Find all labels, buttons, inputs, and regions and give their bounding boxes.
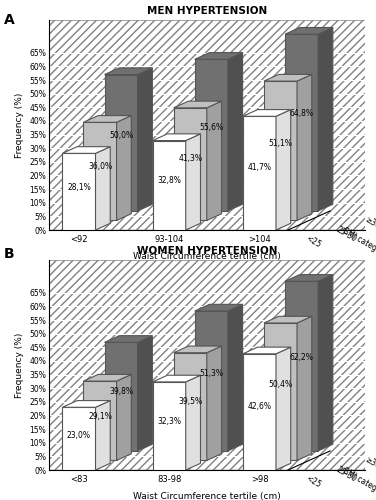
Text: 50,4%: 50,4% — [268, 380, 293, 390]
Polygon shape — [174, 101, 221, 108]
Polygon shape — [318, 274, 333, 451]
X-axis label: Waist Circumference tertile (cm): Waist Circumference tertile (cm) — [133, 252, 280, 261]
Polygon shape — [297, 316, 312, 460]
Polygon shape — [195, 311, 228, 451]
Polygon shape — [117, 116, 131, 220]
Text: BMI category (kg/m²): BMI category (kg/m²) — [341, 226, 376, 274]
Polygon shape — [207, 346, 221, 461]
Text: 25-30: 25-30 — [334, 224, 358, 244]
Text: 39,5%: 39,5% — [178, 396, 202, 406]
Text: <25: <25 — [305, 234, 323, 250]
Polygon shape — [62, 146, 110, 154]
Polygon shape — [62, 400, 110, 407]
Polygon shape — [174, 346, 221, 352]
Text: 64,8%: 64,8% — [290, 109, 314, 118]
Polygon shape — [153, 140, 186, 230]
Text: 62,2%: 62,2% — [290, 353, 314, 362]
Polygon shape — [285, 274, 333, 281]
Polygon shape — [186, 134, 200, 230]
Polygon shape — [195, 52, 243, 60]
Polygon shape — [228, 52, 243, 211]
Y-axis label: Frequency (%): Frequency (%) — [15, 92, 24, 158]
Polygon shape — [285, 28, 333, 34]
Text: B: B — [4, 248, 14, 262]
Polygon shape — [195, 60, 228, 211]
Text: A: A — [4, 12, 15, 26]
Polygon shape — [138, 336, 152, 451]
Polygon shape — [243, 110, 291, 116]
Text: <25: <25 — [305, 474, 323, 490]
Polygon shape — [153, 382, 186, 470]
Polygon shape — [138, 68, 152, 211]
Text: 32,3%: 32,3% — [157, 417, 181, 426]
Polygon shape — [153, 134, 200, 140]
Polygon shape — [83, 116, 131, 122]
Text: ≥30: ≥30 — [364, 215, 376, 231]
Text: ≥30: ≥30 — [364, 455, 376, 471]
Polygon shape — [243, 347, 291, 354]
Polygon shape — [228, 304, 243, 451]
Text: 51,1%: 51,1% — [268, 140, 293, 148]
Text: 55,6%: 55,6% — [199, 123, 223, 132]
Y-axis label: Frequency (%): Frequency (%) — [15, 332, 24, 398]
Text: 41,7%: 41,7% — [247, 163, 271, 172]
Text: 39,8%: 39,8% — [109, 386, 133, 396]
Title: WOMEN HYPERTENSION: WOMEN HYPERTENSION — [136, 246, 277, 256]
Title: MEN HYPERTENSION: MEN HYPERTENSION — [147, 6, 267, 16]
Text: 25-30: 25-30 — [334, 464, 358, 483]
Polygon shape — [285, 34, 318, 211]
Polygon shape — [96, 146, 110, 230]
Text: 28,1%: 28,1% — [67, 184, 91, 192]
Polygon shape — [264, 81, 297, 220]
Polygon shape — [62, 408, 96, 470]
Text: 51,3%: 51,3% — [199, 370, 223, 378]
Text: 32,8%: 32,8% — [157, 176, 181, 186]
Text: 36,0%: 36,0% — [88, 162, 112, 171]
Polygon shape — [243, 116, 276, 230]
Text: BMI category (kg/m²): BMI category (kg/m²) — [341, 466, 376, 500]
Polygon shape — [83, 381, 117, 460]
Polygon shape — [297, 74, 312, 221]
Polygon shape — [96, 400, 110, 470]
Polygon shape — [264, 74, 312, 81]
Text: 23,0%: 23,0% — [67, 431, 91, 440]
Polygon shape — [276, 110, 291, 230]
Polygon shape — [153, 375, 200, 382]
X-axis label: Waist Circumference tertile (cm): Waist Circumference tertile (cm) — [133, 492, 280, 500]
Polygon shape — [105, 342, 138, 451]
Polygon shape — [105, 68, 152, 74]
Polygon shape — [62, 154, 96, 230]
Polygon shape — [105, 74, 138, 211]
Polygon shape — [207, 101, 221, 220]
Polygon shape — [49, 260, 365, 470]
Polygon shape — [285, 282, 318, 451]
Polygon shape — [83, 122, 117, 220]
Polygon shape — [174, 108, 207, 220]
Polygon shape — [83, 374, 131, 381]
Text: 42,6%: 42,6% — [247, 402, 271, 410]
Text: 29,1%: 29,1% — [88, 412, 112, 422]
Polygon shape — [49, 20, 365, 230]
Text: 41,3%: 41,3% — [178, 154, 202, 163]
Polygon shape — [264, 316, 312, 323]
Polygon shape — [117, 374, 131, 460]
Polygon shape — [264, 323, 297, 460]
Polygon shape — [105, 336, 152, 342]
Polygon shape — [243, 354, 276, 470]
Polygon shape — [318, 28, 333, 211]
Text: 50,0%: 50,0% — [109, 132, 133, 140]
Polygon shape — [195, 304, 243, 311]
Polygon shape — [174, 352, 207, 461]
Polygon shape — [276, 347, 291, 470]
Polygon shape — [186, 375, 200, 470]
